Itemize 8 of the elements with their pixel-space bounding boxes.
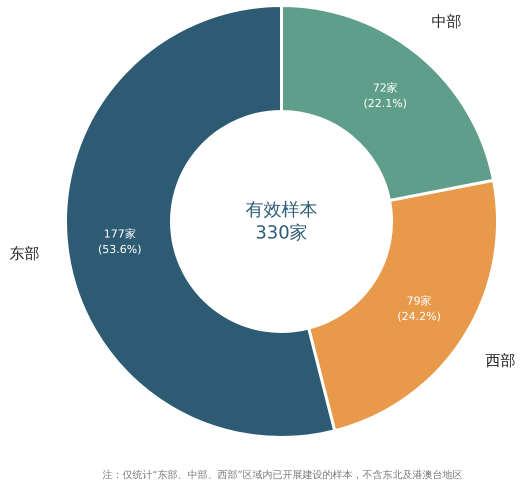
- data-label: 79家 (24.2%): [397, 294, 441, 324]
- data-label: 177家 (53.6%): [98, 227, 142, 256]
- slice-label: 东部: [9, 244, 40, 263]
- data-label: 72家 (22.1%): [363, 81, 407, 110]
- text: 注：仅统计“东部、中部、西部”区域内已开展建设的样本，不含东北及港澳台地区: [102, 469, 463, 481]
- slice-label: 西部: [485, 351, 516, 370]
- text: 有效样本 330家: [246, 199, 318, 244]
- slice-label: 中部: [431, 12, 462, 31]
